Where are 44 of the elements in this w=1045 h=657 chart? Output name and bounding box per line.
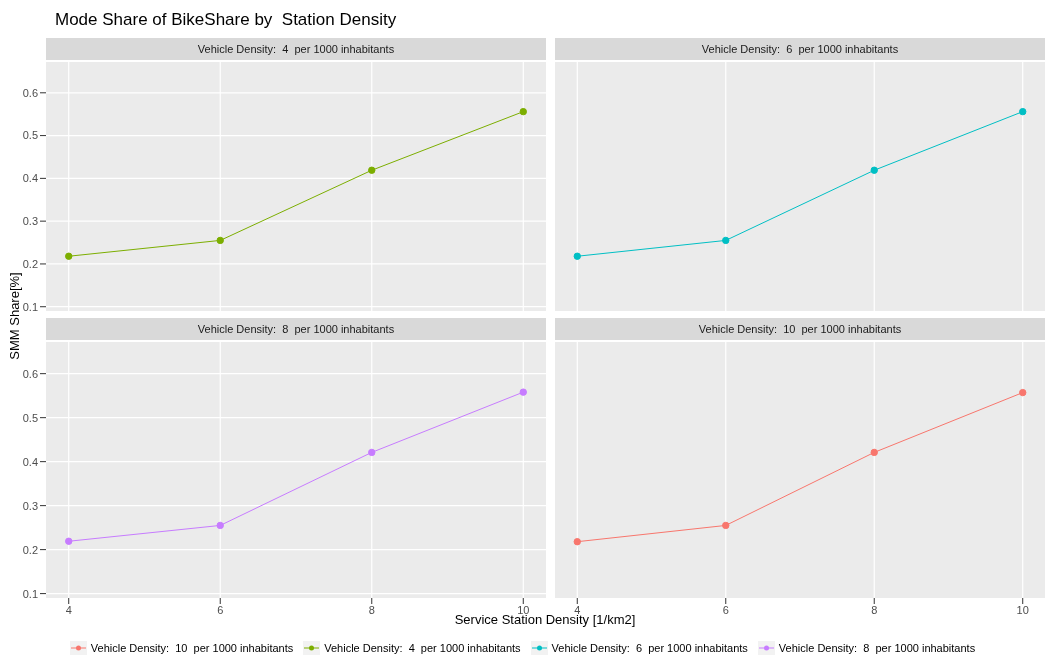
y-tick-label: 0.5 xyxy=(22,129,38,142)
chart-subtitle: Vehicle Density: 6 per 1000 inhabitants xyxy=(555,38,1045,60)
chart-subtitle: Vehicle Density: 8 per 1000 inhabitants xyxy=(46,318,546,340)
chart-subtitle: Vehicle Density: 4 per 1000 inhabitants xyxy=(46,38,546,60)
point xyxy=(519,388,527,396)
y-tick-label: 0.6 xyxy=(22,86,38,99)
x-tick-label: 8 xyxy=(368,603,375,616)
point xyxy=(870,166,878,174)
y-tick-label: 0.1 xyxy=(22,300,38,313)
y-tick-label: 0.1 xyxy=(22,587,38,600)
legend-label: Vehicle Density: 4 per 1000 inhabitants xyxy=(324,642,521,654)
point xyxy=(368,166,376,174)
point xyxy=(573,252,581,260)
point xyxy=(1019,388,1027,397)
point xyxy=(722,236,730,245)
x-tick-label: 8 xyxy=(871,603,878,616)
y-tick-label: 0.5 xyxy=(22,411,38,424)
point xyxy=(573,538,581,546)
x-tick-label: 4 xyxy=(65,603,72,616)
x-tick-label: 6 xyxy=(722,603,729,616)
y-tick-label: 0.3 xyxy=(22,499,38,512)
y-tick-label: 0.3 xyxy=(22,215,38,228)
point xyxy=(216,236,224,245)
point xyxy=(216,521,224,530)
legend-label: Vehicle Density: 6 per 1000 inhabitants xyxy=(551,642,748,654)
y-tick-label: 0.4 xyxy=(22,172,38,185)
y-tick-label: 0.2 xyxy=(22,257,38,270)
y-tick-label: 0.6 xyxy=(22,367,38,380)
point xyxy=(368,448,376,457)
point xyxy=(65,537,73,545)
point xyxy=(519,107,527,116)
legend-label: Vehicle Density: 8 per 1000 inhabitants xyxy=(778,642,976,654)
legend-label: Vehicle Density: 10 per 1000 inhabitants xyxy=(90,642,294,654)
point xyxy=(1019,107,1027,116)
y-axis-title: SMM Share[%] xyxy=(6,272,22,360)
y-tick-label: 0.2 xyxy=(22,543,38,556)
x-tick-label: 6 xyxy=(217,603,224,616)
chart-title: Mode Share of BikeShare by Station Density xyxy=(55,10,397,30)
point xyxy=(870,448,878,457)
x-tick-label: 10 xyxy=(1016,603,1029,616)
y-tick-label: 0.4 xyxy=(22,455,38,468)
chart-subtitle: Vehicle Density: 10 per 1000 inhabitants xyxy=(555,318,1045,340)
point xyxy=(722,521,730,530)
point xyxy=(65,252,73,260)
